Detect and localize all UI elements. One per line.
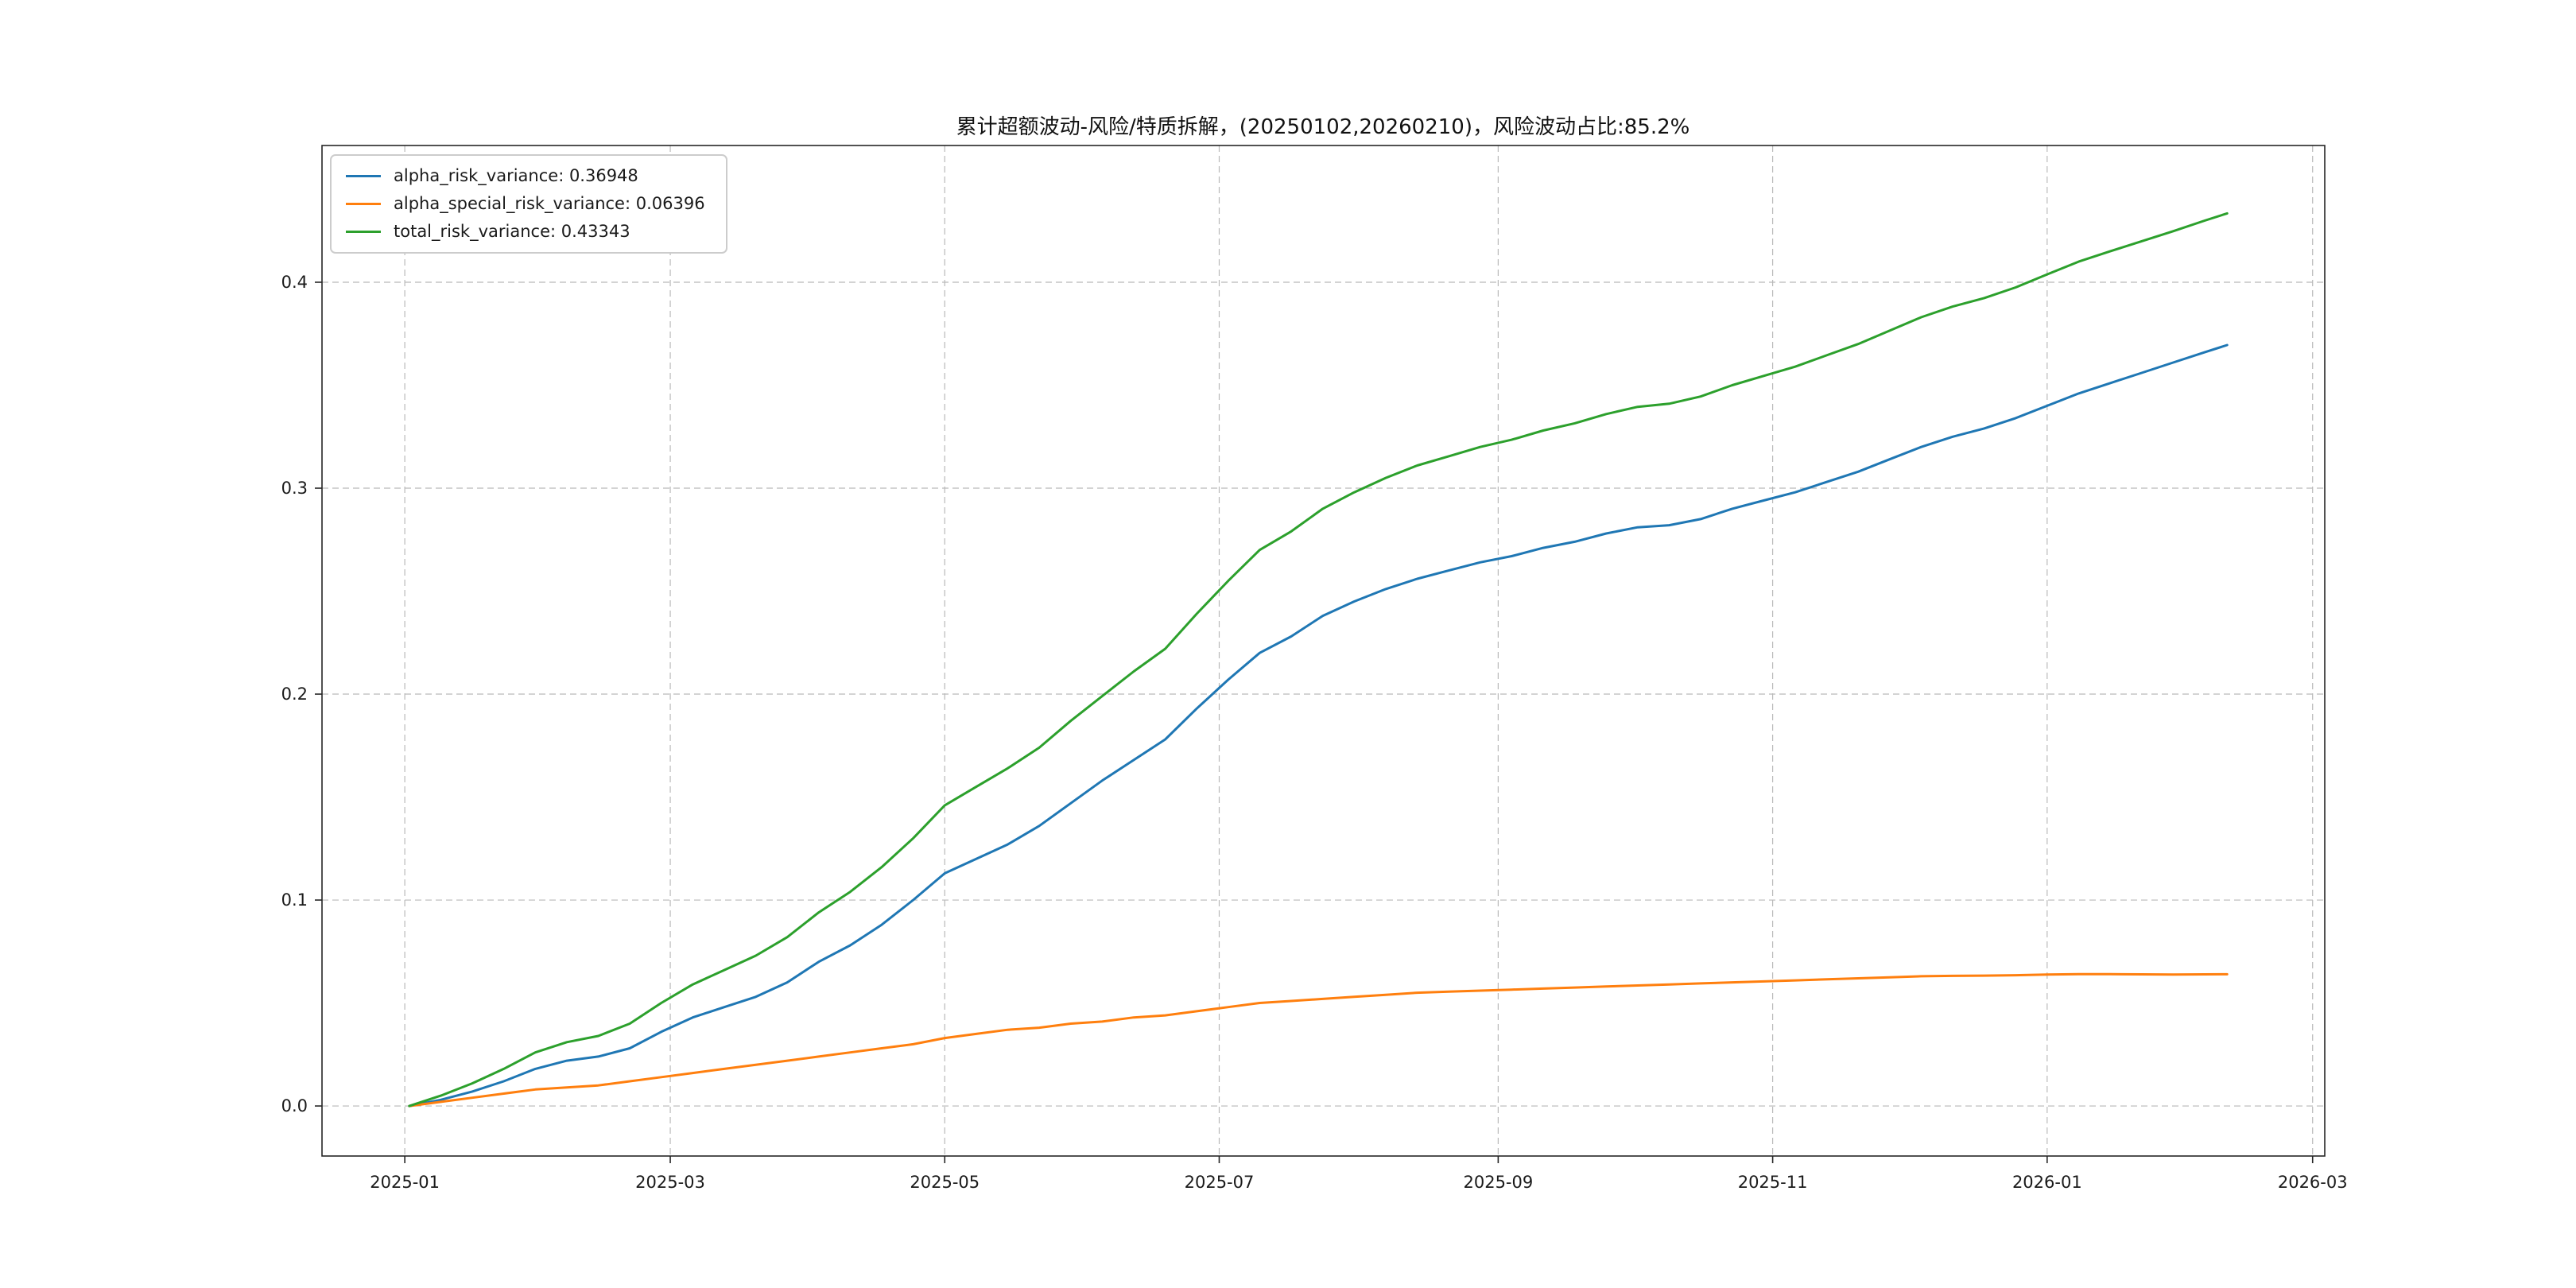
legend-label: total_risk_variance: 0.43343 — [394, 222, 630, 242]
chart-title: 累计超额波动-风险/特质拆解，(20250102,20260210)，风险波动占… — [956, 115, 1690, 139]
series-line-alpha_risk_variance — [408, 343, 2229, 1108]
legend: alpha_risk_variance: 0.36948 alpha_speci… — [330, 154, 727, 254]
y-tick-label: 0.2 — [281, 685, 308, 704]
axes-spine — [321, 145, 2326, 1157]
series-line-total_risk_variance — [408, 211, 2229, 1108]
legend-label: alpha_risk_variance: 0.36948 — [394, 166, 638, 185]
legend-label: alpha_special_risk_variance: 0.06396 — [394, 194, 705, 214]
legend-item-alpha-risk-variance: alpha_risk_variance: 0.36948 — [346, 166, 705, 185]
x-tick-label: 2026-01 — [2012, 1173, 2082, 1192]
y-tick-label: 0.0 — [281, 1096, 308, 1115]
y-tick-label: 0.1 — [281, 890, 308, 910]
series-layer — [408, 211, 2229, 1108]
legend-item-alpha-special-risk-variance: alpha_special_risk_variance: 0.06396 — [346, 194, 705, 214]
legend-line-swatch — [346, 175, 381, 178]
axes-layer: 2025-01 2025-03 2025-05 2025-07 2025-09 2025-… — [281, 145, 2348, 1192]
x-tick-label: 2025-01 — [370, 1173, 440, 1192]
x-tick-label: 2025-09 — [1463, 1173, 1533, 1192]
series-line-alpha_special_risk_variance — [408, 972, 2229, 1108]
x-tick-label: 2026-03 — [2278, 1173, 2348, 1192]
x-tick-label: 2025-05 — [910, 1173, 980, 1192]
x-tick-label: 2025-03 — [635, 1173, 705, 1192]
y-tick-label: 0.4 — [281, 273, 308, 292]
x-tick-label: 2025-11 — [1738, 1173, 1808, 1192]
grid-layer — [322, 145, 2325, 1156]
legend-line-swatch — [346, 231, 381, 234]
legend-line-swatch — [346, 203, 381, 206]
y-tick-label: 0.3 — [281, 479, 308, 498]
x-tick-label: 2025-07 — [1185, 1173, 1255, 1192]
legend-item-total-risk-variance: total_risk_variance: 0.43343 — [346, 223, 705, 241]
